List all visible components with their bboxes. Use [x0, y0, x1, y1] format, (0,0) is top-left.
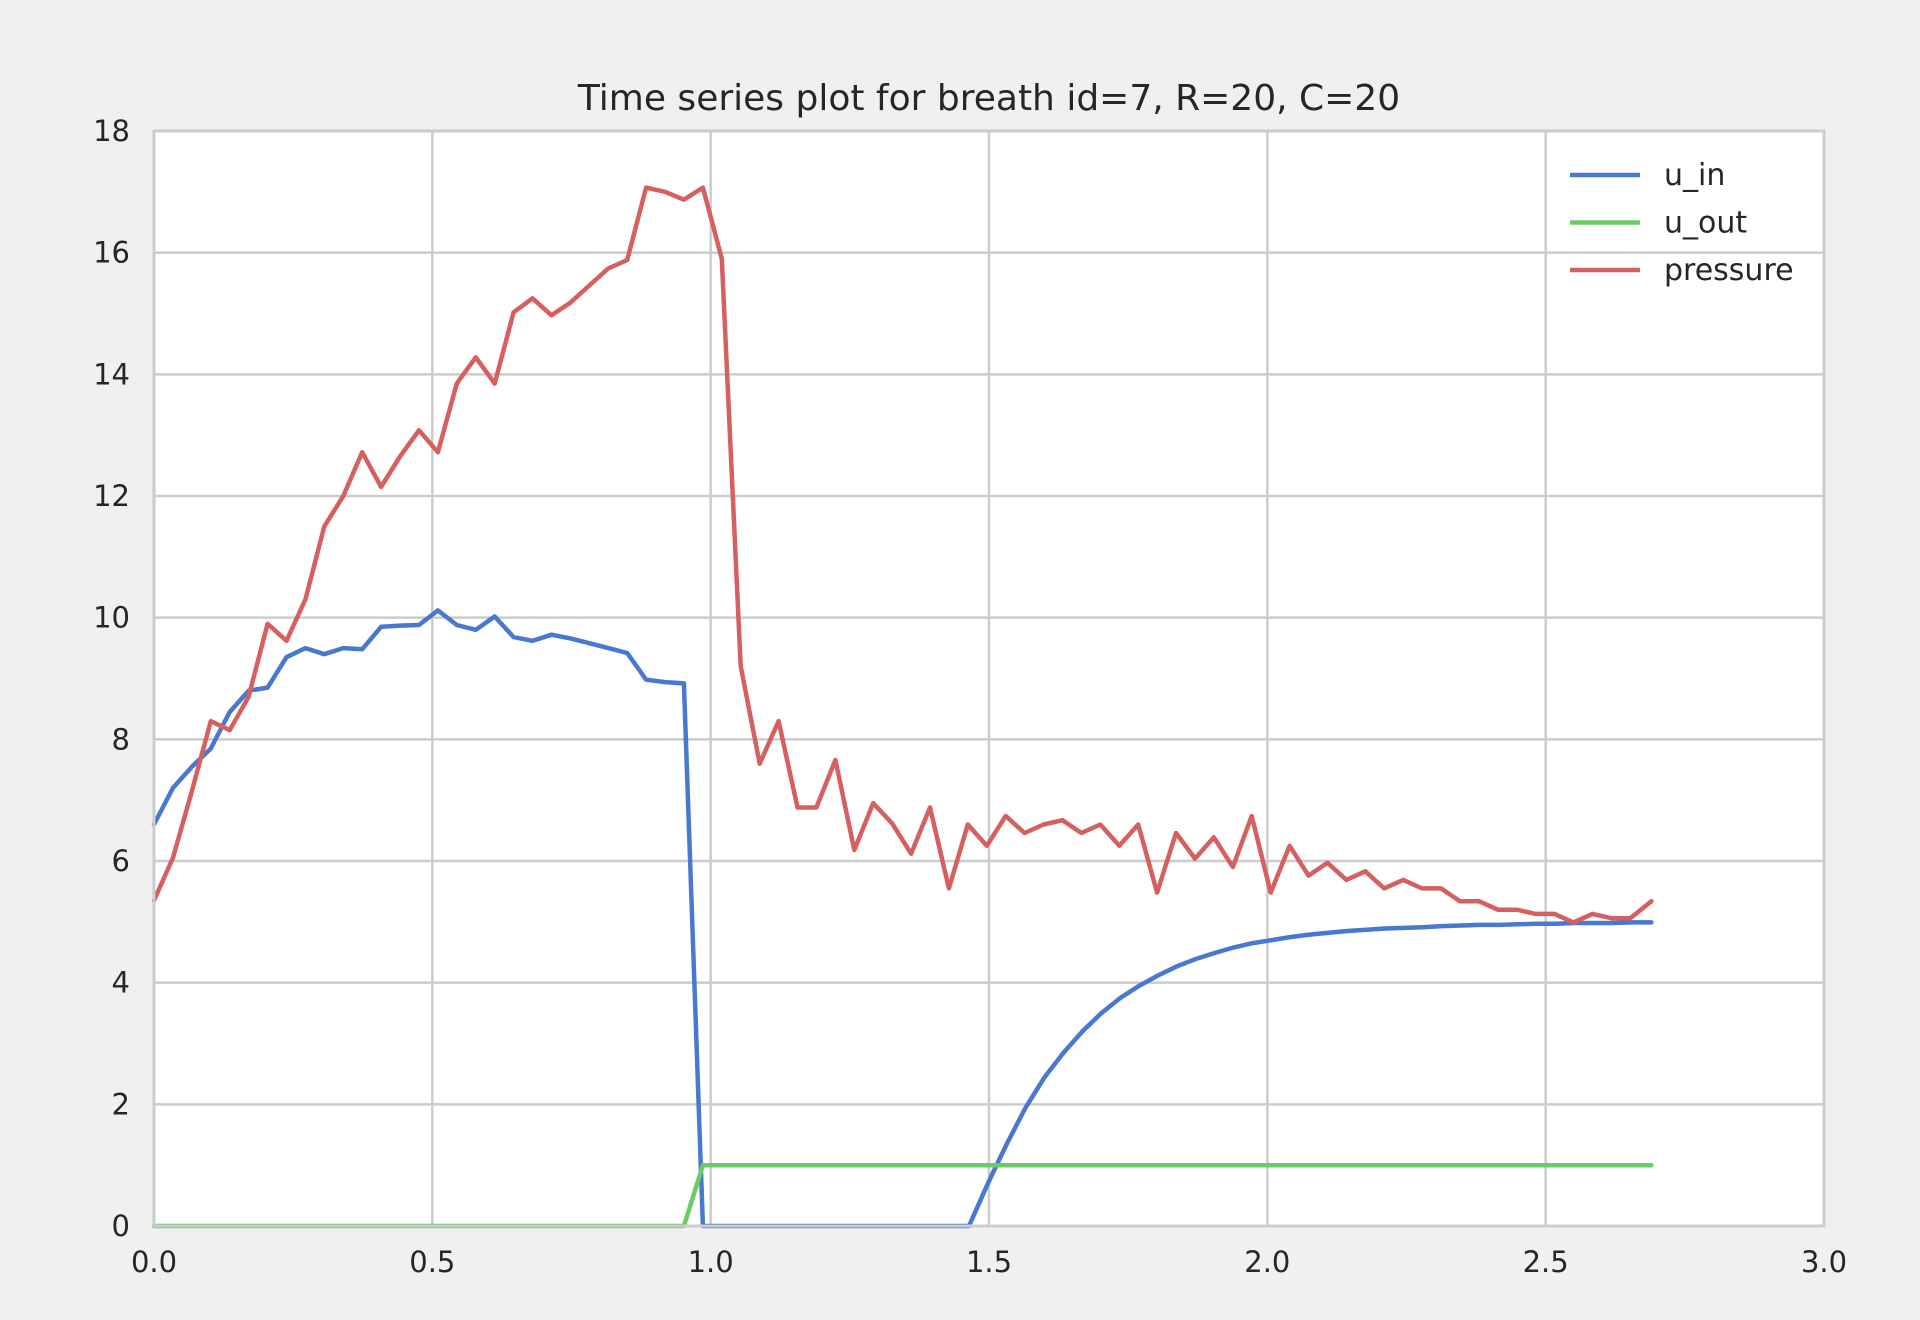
- y-tick-label: 18: [93, 114, 130, 148]
- x-tick-label: 2.0: [1244, 1245, 1290, 1279]
- y-tick-label: 16: [93, 236, 130, 270]
- legend-label-pressure: pressure: [1664, 253, 1794, 288]
- x-tick-label: 3.0: [1801, 1245, 1847, 1279]
- y-tick-label: 6: [112, 844, 130, 878]
- x-tick-label: 2.5: [1523, 1245, 1569, 1279]
- x-tick-label: 1.5: [966, 1245, 1012, 1279]
- x-axis-ticks: 0.0 0.5 1.0 1.5 2.0 2.5 3.0: [131, 1245, 1847, 1279]
- y-tick-label: 4: [112, 966, 130, 1000]
- y-tick-label: 2: [112, 1087, 130, 1121]
- y-tick-label: 0: [112, 1209, 130, 1243]
- y-tick-label: 12: [93, 479, 130, 513]
- y-tick-label: 14: [93, 357, 130, 391]
- x-tick-label: 0.5: [409, 1245, 455, 1279]
- y-axis-ticks: 0 2 4 6 8 10 12 14 16 18: [93, 114, 130, 1243]
- legend: u_in u_out pressure: [1570, 158, 1794, 288]
- y-tick-label: 8: [112, 722, 130, 756]
- series-line-pressure: [151, 185, 1654, 925]
- x-tick-label: 0.0: [131, 1245, 177, 1279]
- legend-label-u-in: u_in: [1664, 158, 1725, 193]
- plot-frame: [152, 129, 1826, 1228]
- chart-title: Time series plot for breath id=7, R=20, …: [577, 78, 1400, 119]
- legend-label-u-out: u_out: [1664, 206, 1747, 241]
- y-tick-label: 10: [93, 601, 130, 635]
- x-tick-label: 1.0: [688, 1245, 734, 1279]
- series-line-u-in: [151, 608, 1654, 1229]
